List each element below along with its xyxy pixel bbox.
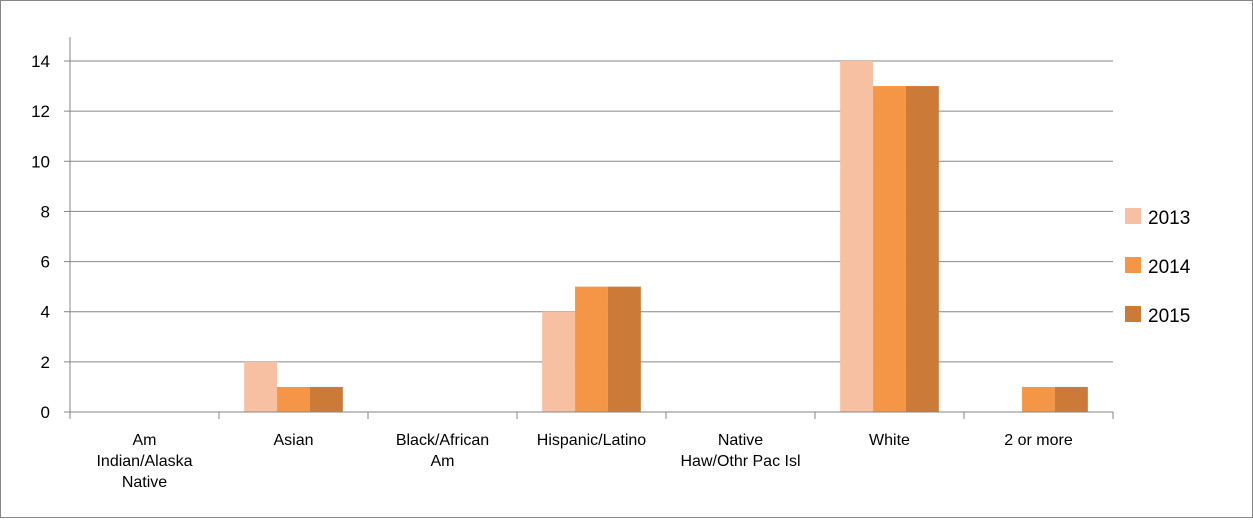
bar-2014-1 — [277, 386, 310, 412]
category-label-line: Native — [718, 432, 763, 449]
bar-2015-6 — [1054, 386, 1088, 412]
category-label: 2 or more — [1004, 432, 1073, 449]
y-tick-label: 4 — [41, 303, 50, 322]
legend-label: 2013 — [1148, 208, 1190, 229]
category-label-line: Native — [122, 474, 167, 491]
category-label: Native Haw/Othr Pac Isl — [680, 432, 800, 470]
gridlines — [70, 60, 1113, 363]
category-label-line: Asian — [273, 432, 313, 449]
category-label: White — [869, 432, 910, 449]
category-label-line: Indian/Alaska — [96, 453, 192, 470]
y-tick-label: 0 — [41, 403, 50, 422]
y-tick-label: 6 — [41, 253, 50, 272]
y-tick-label: 8 — [41, 202, 50, 221]
category-label: Black/African Am — [396, 432, 489, 470]
bar-2015-5 — [905, 86, 939, 413]
y-axis-tick-labels: 0 2 4 6 8 10 12 14 — [31, 52, 50, 422]
x-axis-category-labels: Am Indian/Alaska Native Asian Black/African A… — [96, 432, 1072, 491]
bar-2014-3 — [575, 286, 608, 412]
category-label-line: Hispanic/Latino — [537, 432, 647, 449]
category-label-line: White — [869, 432, 910, 449]
bar-2013-3 — [542, 311, 576, 412]
bar-2013-1 — [244, 361, 278, 412]
category-label-line: Haw/Othr Pac Isl — [680, 453, 800, 470]
y-tick-label: 2 — [41, 353, 50, 372]
category-label: Hispanic/Latino — [537, 432, 647, 449]
axes — [64, 37, 1114, 419]
category-label-line: Black/African — [396, 432, 489, 449]
category-label-line: Am — [133, 432, 157, 449]
category-label: Am Indian/Alaska Native — [96, 432, 192, 491]
legend-label: 2014 — [1148, 257, 1191, 278]
legend-label: 2015 — [1148, 306, 1190, 327]
bar-2014-5 — [873, 86, 906, 413]
bar-2014-6 — [1022, 386, 1055, 412]
category-label-line: Am — [431, 453, 455, 470]
legend-swatch-2013 — [1125, 208, 1141, 224]
legend: 2013 2014 2015 — [1125, 208, 1191, 327]
category-label-line: 2 or more — [1004, 432, 1073, 449]
y-tick-label: 10 — [31, 152, 50, 171]
legend-swatch-2015 — [1125, 306, 1141, 322]
bar-2013-5 — [840, 61, 874, 412]
y-tick-label: 12 — [31, 102, 50, 121]
bar-2015-3 — [607, 286, 641, 412]
bars — [244, 61, 1088, 413]
y-tick-label: 14 — [31, 52, 50, 71]
legend-swatch-2014 — [1125, 257, 1141, 273]
bar-2015-1 — [309, 386, 343, 412]
category-label: Asian — [273, 432, 313, 449]
